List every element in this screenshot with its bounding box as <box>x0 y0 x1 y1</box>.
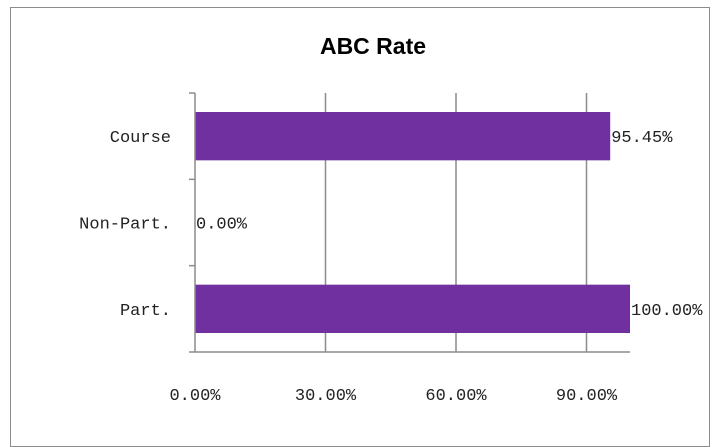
x-tick-label: 90.00% <box>556 387 618 406</box>
x-tick-label: 0.00% <box>169 387 221 406</box>
bars <box>195 111 630 334</box>
chart-title: ABC Rate <box>320 33 426 59</box>
category-label: Course <box>110 129 171 148</box>
axes <box>189 92 630 353</box>
labels: Course 95.45% Non-Part. 0.00% Part. 100.00% 0.… <box>79 129 703 406</box>
category-label: Part. <box>120 302 171 321</box>
category-label: Non-Part. <box>79 216 171 235</box>
bar <box>195 284 630 334</box>
data-label: 0.00% <box>196 216 248 235</box>
data-label: 95.45% <box>611 129 673 148</box>
bar <box>195 111 611 161</box>
data-label: 100.00% <box>631 302 703 321</box>
x-tick-label: 60.00% <box>425 387 487 406</box>
x-tick-label: 30.00% <box>295 387 357 406</box>
chart-frame <box>10 7 710 447</box>
chart: ABC Rate Course 95.45% Non-Part. 0.00% Part.… <box>79 33 703 406</box>
